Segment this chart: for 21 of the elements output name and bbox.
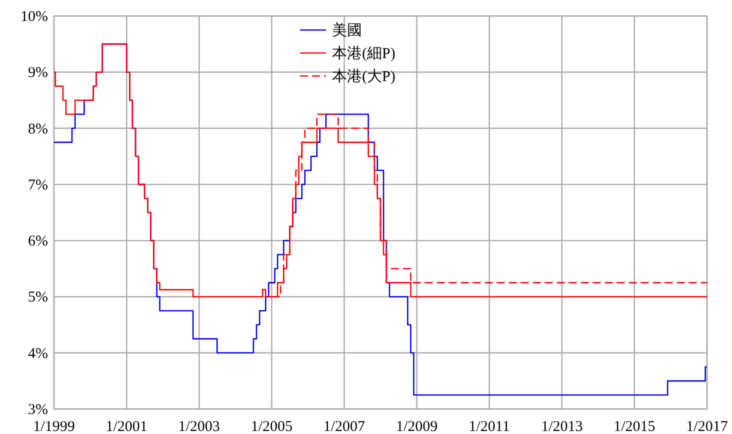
x-tick-label: 1/2017 xyxy=(686,419,728,434)
x-tick-label: 1/2011 xyxy=(468,419,510,434)
x-tick-label: 1/1999 xyxy=(33,419,75,434)
legend-label: 本港(大P) xyxy=(332,68,396,85)
y-tick-label: 3% xyxy=(28,402,48,418)
x-tick-label: 1/2015 xyxy=(614,419,656,434)
x-tick-label: 1/2005 xyxy=(250,419,293,434)
x-tick-label: 1/2001 xyxy=(106,419,148,434)
x-tick-label: 1/2003 xyxy=(178,419,220,434)
y-tick-label: 10% xyxy=(20,9,48,25)
legend-label: 本港(細P) xyxy=(332,45,396,62)
y-tick-label: 6% xyxy=(28,234,48,250)
legend-label: 美國 xyxy=(332,22,362,39)
y-tick-label: 5% xyxy=(28,290,48,306)
x-tick-label: 1/2009 xyxy=(396,419,438,434)
x-tick-label: 1/2007 xyxy=(323,419,366,434)
y-tick-label: 8% xyxy=(28,121,48,138)
x-tick-label: 1/2013 xyxy=(541,419,583,434)
y-tick-label: 7% xyxy=(28,177,48,194)
y-tick-label: 4% xyxy=(28,346,48,362)
y-tick-label: 9% xyxy=(28,65,48,82)
